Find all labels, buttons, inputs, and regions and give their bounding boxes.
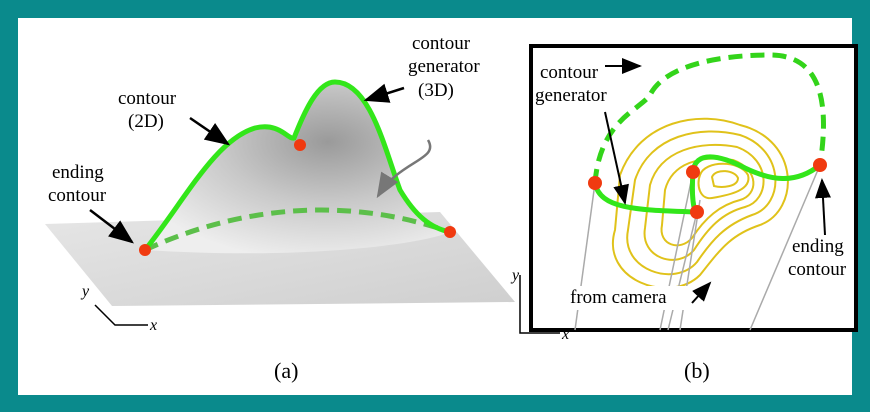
endpoint (444, 226, 456, 238)
label: (3D) (418, 80, 454, 101)
label: ending (792, 236, 844, 257)
label: contour (48, 185, 107, 206)
page: {"panel_a": {"contour_label": ["contour"… (0, 0, 870, 412)
label: contour (118, 88, 177, 109)
label: contour (540, 62, 599, 83)
axis-label: x (149, 317, 157, 334)
caption: (b) (684, 358, 710, 383)
endpoint (686, 165, 700, 179)
label: from camera (570, 287, 667, 308)
label: contour (412, 33, 471, 54)
endpoint (139, 244, 151, 256)
axis-label: y (510, 267, 520, 284)
label: ending (52, 162, 104, 183)
endpoint (588, 176, 602, 190)
label: contour (788, 259, 847, 280)
label: (2D) (128, 111, 164, 132)
endpoint (690, 205, 704, 219)
endpoint (294, 139, 306, 151)
caption: (a) (274, 358, 298, 383)
figure: contour (2D) contour generator (3D) endi… (0, 0, 870, 412)
endpoint (813, 158, 827, 172)
axis-label: y (80, 283, 90, 300)
label: generator (408, 56, 480, 77)
label: generator (535, 85, 607, 106)
